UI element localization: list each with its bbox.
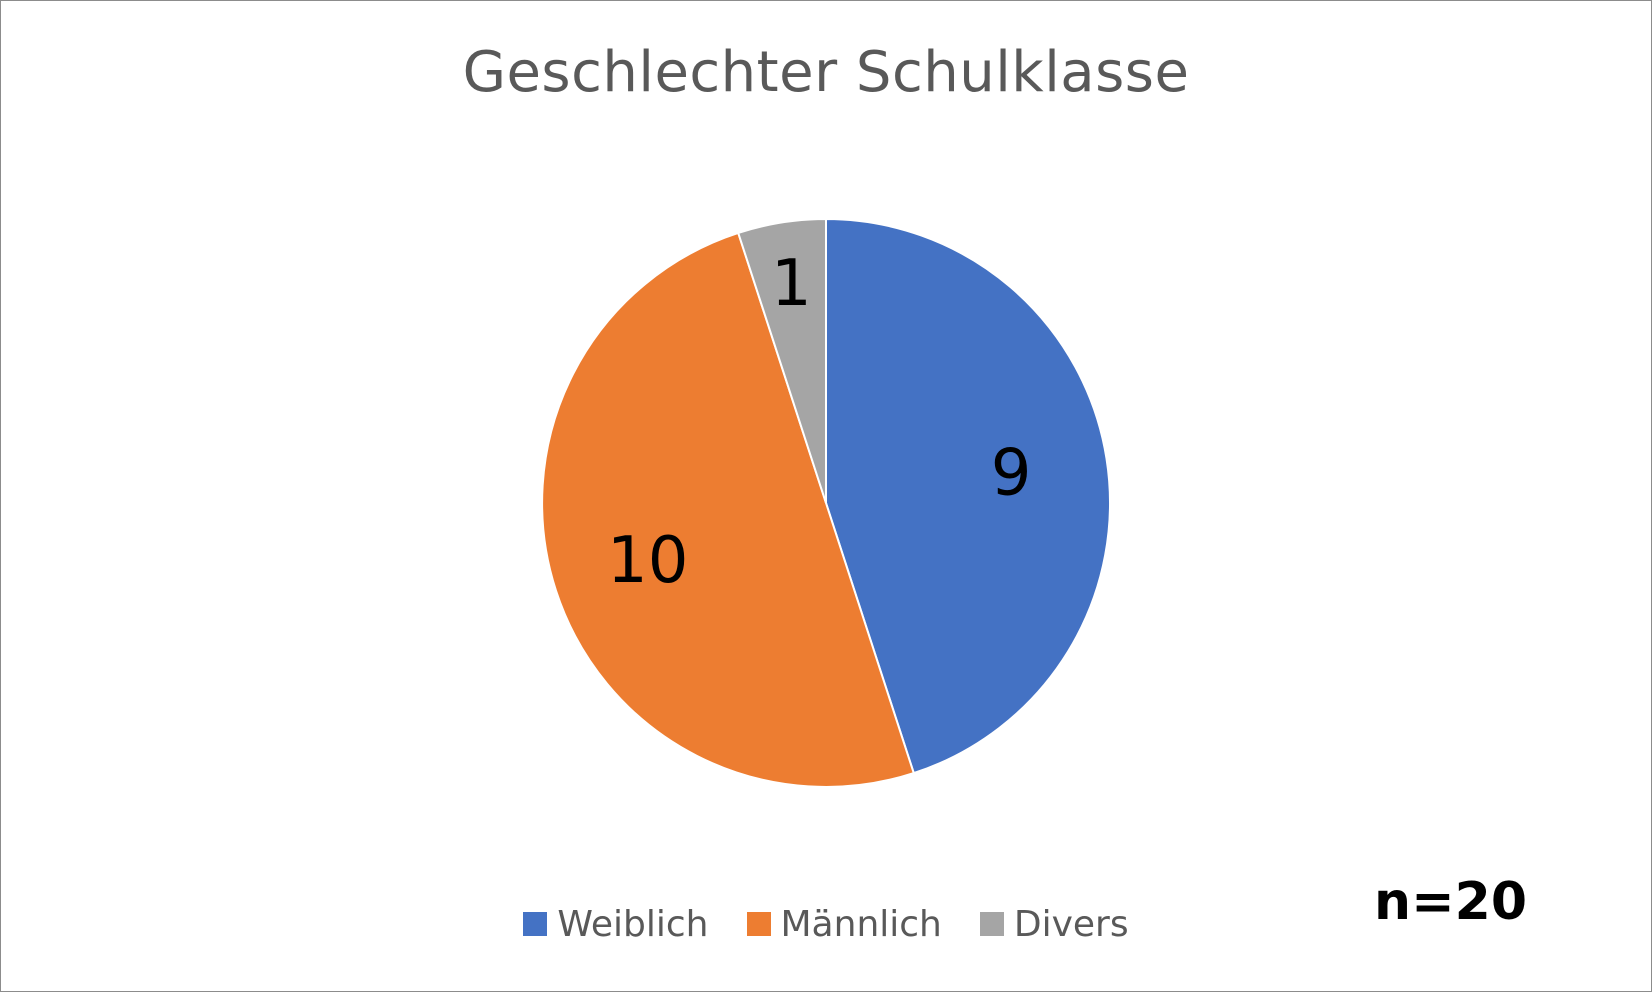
legend-item-maennlich[interactable]: Männlich [746, 903, 942, 945]
data-label-weiblich: 9 [991, 437, 1032, 511]
chart-title: Geschlechter Schulklasse [462, 40, 1190, 105]
legend-label-weiblich: Weiblich [557, 903, 709, 945]
legend-swatch-weiblich [523, 912, 548, 936]
pie-data-labels: 9 10 1 [607, 247, 1031, 598]
legend-label-divers: Divers [1013, 903, 1129, 945]
data-label-maennlich: 10 [607, 524, 688, 598]
legend-label-maennlich: Männlich [780, 903, 942, 945]
pie-slice-maennlich[interactable] [541, 231, 916, 788]
pie-slice-divers[interactable] [736, 217, 827, 504]
pie-slice-weiblich[interactable] [825, 217, 1111, 775]
legend-swatch-divers [979, 912, 1004, 936]
legend-item-divers[interactable]: Divers [979, 903, 1129, 945]
legend: Weiblich Männlich Divers [0, 900, 1652, 948]
legend-swatch-maennlich [746, 912, 771, 936]
data-label-divers: 1 [771, 247, 812, 321]
legend-item-weiblich[interactable]: Weiblich [523, 903, 709, 945]
sample-size-label: n=20 [1374, 872, 1527, 932]
pie-slices [541, 217, 1111, 788]
